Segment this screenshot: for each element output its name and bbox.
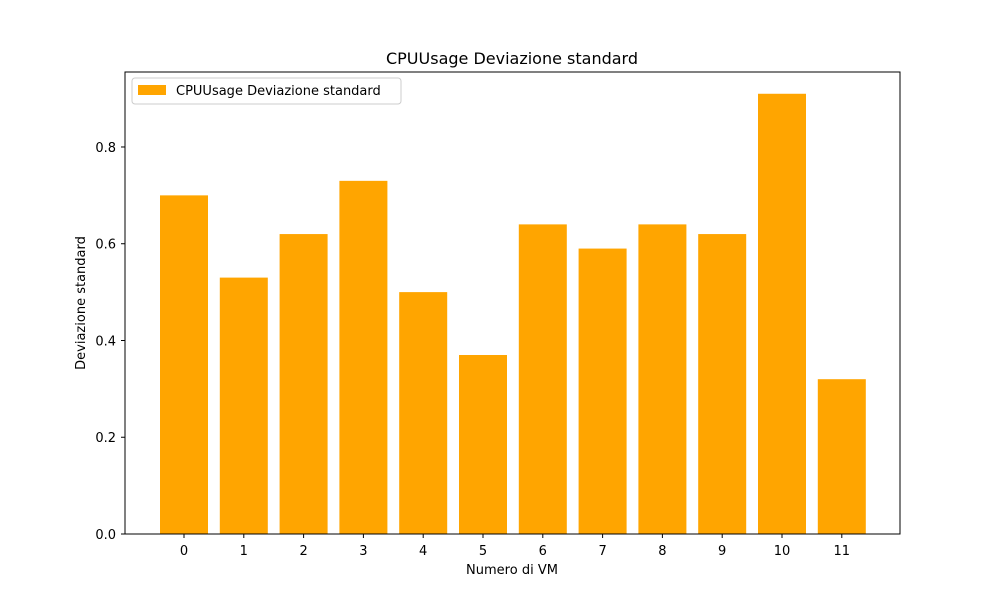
bar-8 <box>638 224 687 534</box>
legend-box <box>131 77 402 105</box>
y-axis-ticks: 0.0 0.2 0.4 0.6 0.8 <box>95 141 125 543</box>
y-axis-label: Deviazione standard <box>74 236 89 370</box>
x-tick-label-1: 1 <box>240 544 248 559</box>
x-tick-label-0: 0 <box>180 544 188 559</box>
bar-10 <box>758 93 806 535</box>
bar-7 <box>578 248 627 534</box>
x-tick-label-9: 9 <box>718 544 726 559</box>
x-tick-label-11: 11 <box>834 544 851 559</box>
bar-0 <box>160 195 208 534</box>
y-tick-label-3: 0.6 <box>95 238 116 253</box>
x-tick-label-2: 2 <box>299 544 307 559</box>
bar-4 <box>399 292 448 534</box>
x-tick-label-7: 7 <box>598 544 606 559</box>
y-tick-label-1: 0.2 <box>95 431 116 446</box>
bar-5 <box>459 355 507 534</box>
bars-group <box>160 93 866 535</box>
bar-3 <box>339 180 388 534</box>
x-tick-label-3: 3 <box>359 544 367 559</box>
x-tick-label-6: 6 <box>539 544 547 559</box>
bar-11 <box>817 379 866 534</box>
legend-swatch <box>138 85 166 95</box>
plot-frame <box>124 71 901 535</box>
x-tick-label-10: 10 <box>774 544 791 559</box>
x-tick-label-8: 8 <box>658 544 666 559</box>
y-tick-label-2: 0.4 <box>95 334 116 349</box>
x-tick-label-4: 4 <box>419 544 427 559</box>
x-tick-label-5: 5 <box>479 544 487 559</box>
chart-title: CPUUsage Deviazione standard <box>386 49 638 68</box>
bar-2 <box>279 234 328 535</box>
bar-1 <box>219 277 268 534</box>
y-tick-label-0: 0.0 <box>95 528 116 543</box>
bar-9 <box>698 234 747 535</box>
bar-6 <box>518 224 567 534</box>
x-axis-ticks: 0 1 2 3 4 5 6 7 8 9 10 11 <box>180 534 850 559</box>
legend-label: CPUUsage Deviazione standard <box>176 84 381 99</box>
legend: CPUUsage Deviazione standard <box>131 77 402 105</box>
x-axis-label: Numero di VM <box>466 563 558 578</box>
y-tick-label-4: 0.8 <box>95 141 116 156</box>
